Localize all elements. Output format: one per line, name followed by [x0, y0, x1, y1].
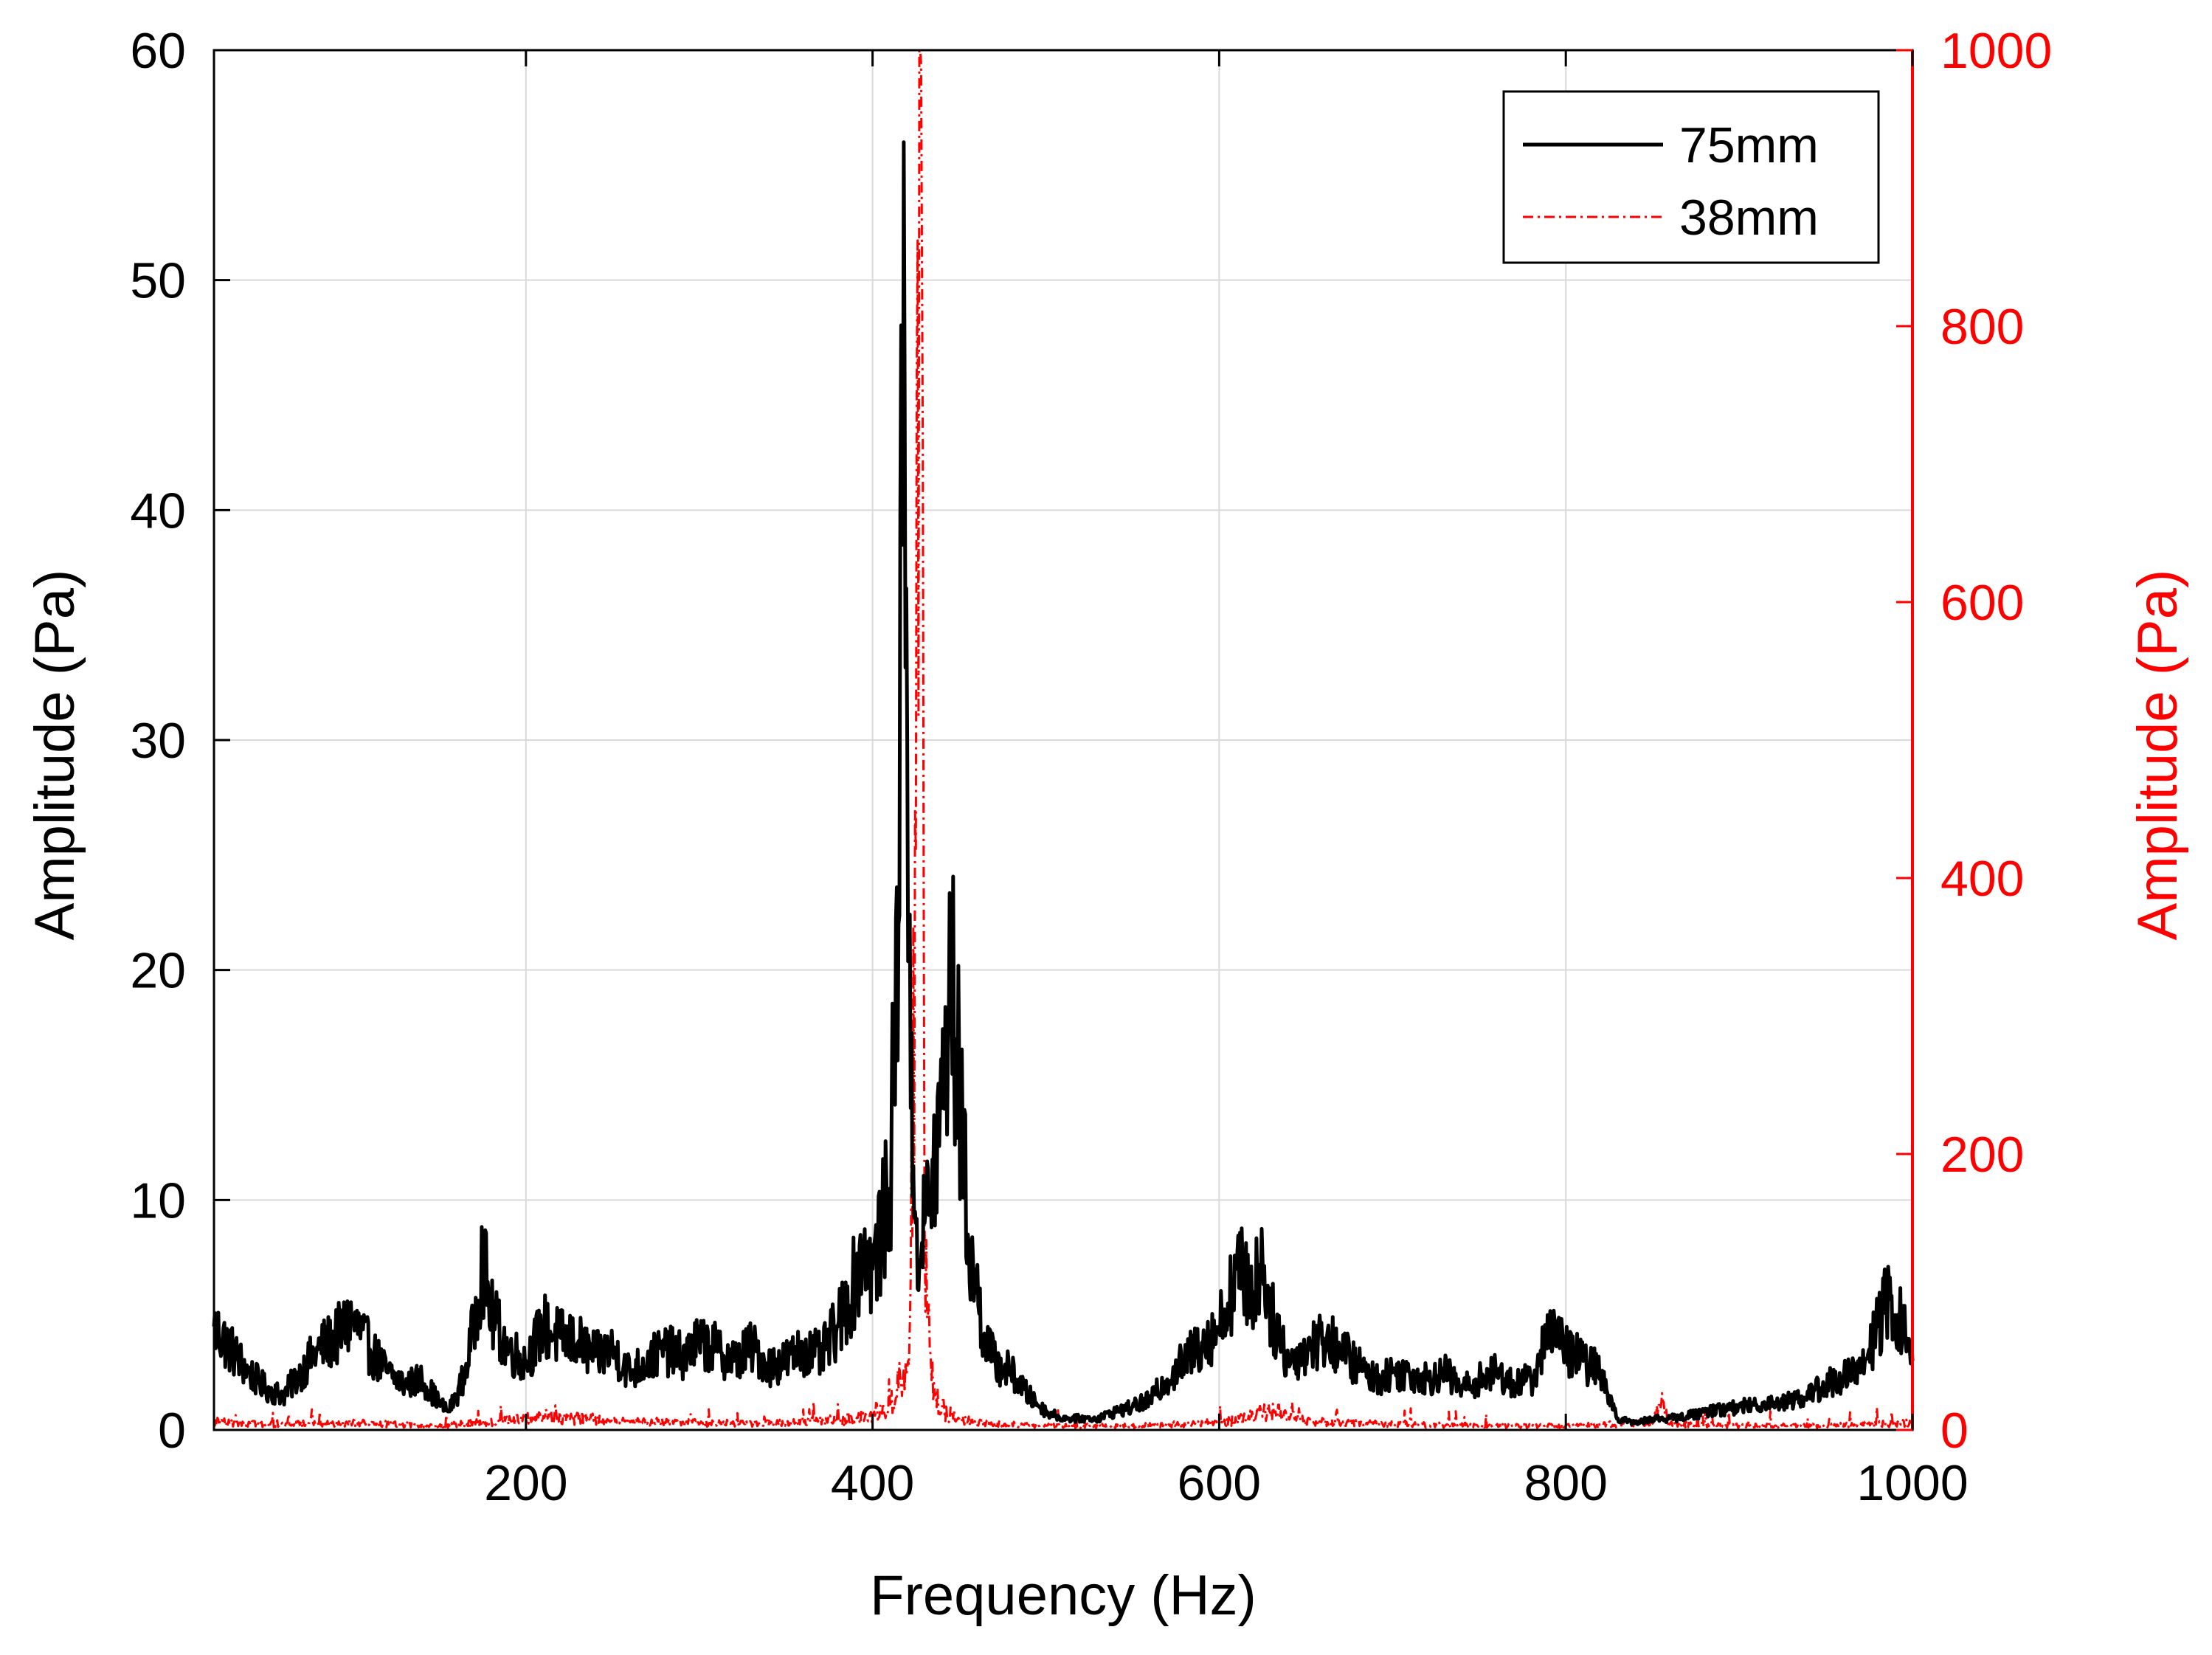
y-left-tick-label: 0 [158, 1403, 186, 1459]
y-right-tick-label: 800 [1940, 299, 2024, 355]
y-axis-right-title: Amplitude (Pa) [2126, 570, 2189, 941]
x-tick-label: 400 [831, 1455, 914, 1511]
y-left-tick-label: 60 [130, 23, 186, 79]
y-left-tick-label: 20 [130, 943, 186, 999]
y-right-tick-label: 1000 [1940, 23, 2052, 79]
y-left-tick-label: 30 [130, 713, 186, 769]
legend-label-75mm: 75mm [1679, 117, 1819, 173]
x-tick-label: 800 [1524, 1455, 1607, 1511]
grid [214, 50, 1912, 1430]
series-line-38mm [212, 49, 1914, 1429]
y-right-tick-label: 600 [1940, 575, 2024, 631]
y-right-tick-label: 0 [1940, 1403, 1969, 1459]
y-right-tick-label: 400 [1940, 851, 2024, 907]
series-line-75mm [212, 140, 1915, 1427]
y-axis-left-title: Amplitude (Pa) [24, 570, 86, 941]
legend: 75mm 38mm [1502, 90, 1880, 264]
plot-series [212, 49, 1915, 1429]
x-tick-label: 600 [1178, 1455, 1261, 1511]
y-right-tick-label: 200 [1940, 1127, 2024, 1183]
ticks: 200 400 600 800 1000010203040506002004006008… [130, 23, 2052, 1511]
x-tick-label: 1000 [1856, 1455, 1968, 1511]
y-left-tick-label: 10 [130, 1172, 186, 1229]
legend-label-38mm: 38mm [1679, 190, 1819, 246]
y-left-tick-label: 50 [130, 253, 186, 309]
legend-box [1502, 90, 1880, 264]
y-left-tick-label: 40 [130, 483, 186, 539]
x-tick-label: 200 [484, 1455, 567, 1511]
x-axis-title: Frequency (Hz) [870, 1564, 1257, 1627]
